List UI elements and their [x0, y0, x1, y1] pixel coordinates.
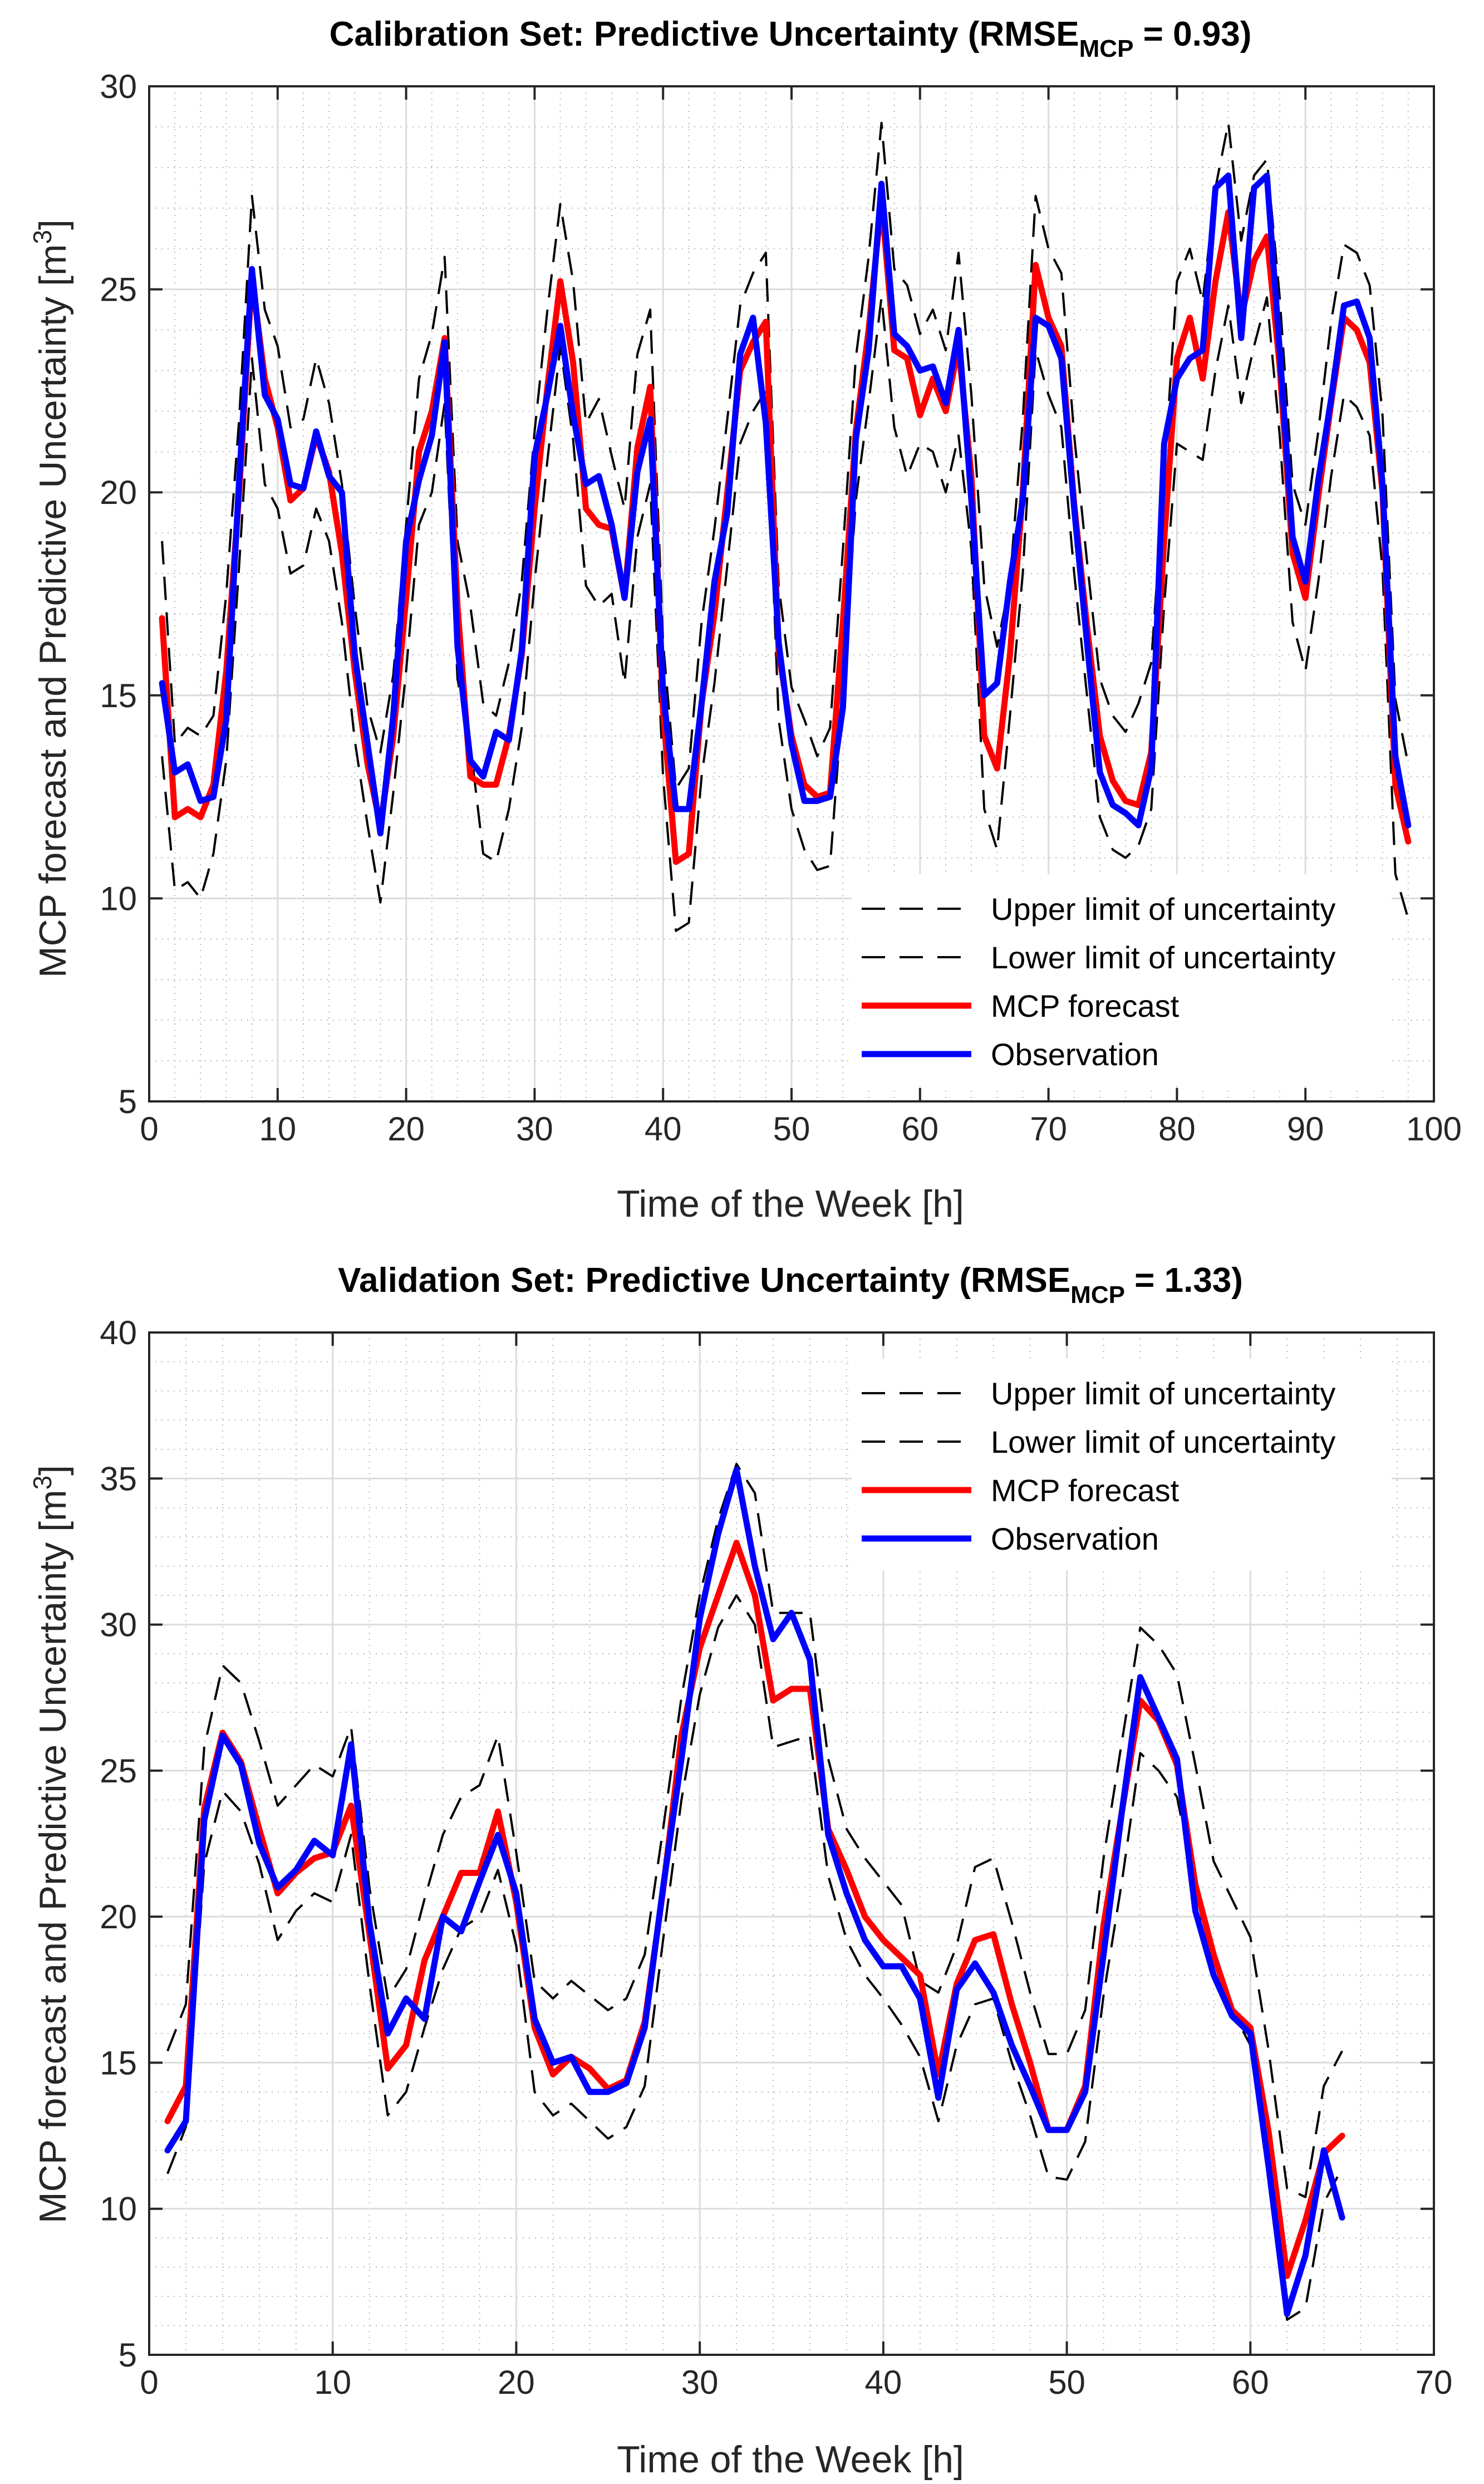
calibration-y-tick-label: 20 — [100, 474, 137, 511]
calibration-series-observation — [159, 172, 1412, 837]
validation-legend-label-upper-limit-of-uncertainty: Upper limit of uncertainty — [991, 1376, 1335, 1411]
calibration-x-tick-label: 50 — [773, 1110, 810, 1148]
validation-series-upper-limit-of-uncertainty — [166, 1463, 1343, 2198]
validation-y-tick-label: 30 — [100, 1606, 137, 1644]
calibration-x-tick-label: 0 — [140, 1110, 158, 1148]
validation-y-tick-label: 5 — [119, 2336, 137, 2374]
validation-y-tick-label: 10 — [100, 2191, 137, 2228]
validation-x-tick-label: 30 — [681, 2364, 719, 2401]
calibration-y-axis-label: MCP forecast and Predictive Uncertainty … — [28, 219, 74, 978]
calibration-x-axis-label: Time of the Week [h] — [617, 1183, 964, 1225]
calibration-y-tick-label: 25 — [100, 271, 137, 308]
validation-x-tick-label: 70 — [1416, 2364, 1453, 2401]
calibration-y-tick-label: 30 — [100, 68, 137, 105]
validation-legend-label-observation: Observation — [991, 1521, 1159, 1556]
validation-y-tick-label: 40 — [100, 1314, 137, 1351]
validation-x-tick-label: 0 — [140, 2364, 158, 2401]
calibration-x-tick-label: 40 — [645, 1110, 682, 1148]
calibration-chart: Calibration Set: Predictive Uncertainty … — [28, 15, 1462, 1225]
validation-x-tick-label: 40 — [864, 2364, 902, 2401]
calibration-y-tick-label: 15 — [100, 677, 137, 714]
calibration-legend-label-lower-limit-of-uncertainty: Lower limit of uncertainty — [991, 940, 1335, 975]
validation-x-axis-label: Time of the Week [h] — [617, 2438, 964, 2481]
calibration-x-tick-label: 20 — [387, 1110, 425, 1148]
validation-x-tick-label: 60 — [1232, 2364, 1269, 2401]
calibration-x-tick-label: 80 — [1158, 1110, 1196, 1148]
calibration-title: Calibration Set: Predictive Uncertainty … — [330, 15, 1252, 62]
validation-x-tick-label: 20 — [498, 2364, 535, 2401]
validation-legend-label-mcp-forecast: MCP forecast — [991, 1473, 1180, 1508]
calibration-x-tick-label: 70 — [1030, 1110, 1067, 1148]
validation-y-tick-label: 25 — [100, 1752, 137, 1790]
calibration-series-upper-limit-of-uncertainty — [161, 121, 1409, 790]
validation-y-axis-label: MCP forecast and Predictive Uncertainty … — [28, 1465, 74, 2223]
validation-y-tick-label: 15 — [100, 2044, 137, 2081]
validation-x-tick-label: 50 — [1048, 2364, 1085, 2401]
validation-title: Validation Set: Predictive Uncertainty (… — [338, 1261, 1243, 1309]
calibration-legend-label-upper-limit-of-uncertainty: Upper limit of uncertainty — [991, 891, 1335, 927]
calibration-series-lower-limit-of-uncertainty — [161, 296, 1409, 932]
validation-axes-box — [148, 1331, 1435, 2356]
calibration-x-tick-label: 90 — [1287, 1110, 1324, 1148]
validation-chart: Validation Set: Predictive Uncertainty (… — [28, 1261, 1452, 2481]
validation-x-tick-label: 10 — [314, 2364, 351, 2401]
calibration-legend: Upper limit of uncertainty Lower limit of… — [852, 874, 1392, 1086]
calibration-y-tick-label: 10 — [100, 880, 137, 917]
validation-legend-label-lower-limit-of-uncertainty: Lower limit of uncertainty — [991, 1424, 1335, 1459]
validation-series-lower-limit-of-uncertainty — [166, 1594, 1343, 2321]
calibration-x-tick-label: 60 — [901, 1110, 938, 1148]
validation-series-observation — [164, 1467, 1345, 2318]
validation-y-tick-label: 20 — [100, 1898, 137, 1936]
calibration-x-tick-label: 30 — [516, 1110, 553, 1148]
calibration-x-tick-label: 10 — [259, 1110, 296, 1148]
calibration-legend-label-mcp-forecast: MCP forecast — [991, 988, 1180, 1023]
calibration-x-tick-label: 100 — [1406, 1110, 1462, 1148]
validation-legend: Upper limit of uncertainty Lower limit of… — [852, 1359, 1392, 1570]
calibration-legend-label-observation: Observation — [991, 1037, 1159, 1072]
calibration-y-tick-label: 5 — [119, 1083, 137, 1120]
validation-y-tick-label: 35 — [100, 1460, 137, 1497]
